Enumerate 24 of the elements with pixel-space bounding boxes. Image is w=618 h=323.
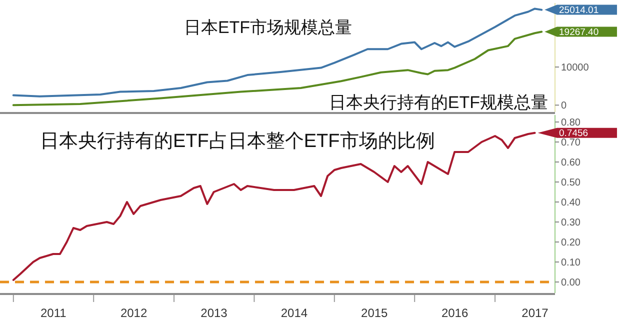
x-tick-label: 2017 xyxy=(522,306,549,320)
annotation: 0.7456 xyxy=(559,128,588,140)
x-tick-label: 2014 xyxy=(280,306,308,320)
x-tick-label: 2012 xyxy=(120,306,148,320)
y-tick-label: 0.20 xyxy=(561,238,581,248)
series-label: 日本央行持有的ETF规模总量 xyxy=(328,93,548,112)
y-tick-label: 0.70 xyxy=(561,138,581,148)
y-tick-label: 0.00 xyxy=(561,278,581,288)
y-tick-label: 0.60 xyxy=(561,158,581,168)
y-tick-label: 0.10 xyxy=(561,258,581,268)
y-tick-label: 0.30 xyxy=(561,218,581,228)
y-tick-label: 0.50 xyxy=(561,178,581,188)
x-tick-label: 2016 xyxy=(441,306,468,320)
y-tick-label: 0 xyxy=(561,100,567,112)
x-tick-label: 2013 xyxy=(200,306,228,320)
annotation: 25014.01 xyxy=(559,5,599,16)
y-tick-label: 0.80 xyxy=(561,118,581,128)
x-tick-label: 2015 xyxy=(361,306,388,320)
y-tick-label: 10000 xyxy=(561,62,590,74)
text: 日本央行持有的ETF占日本整个ETF市场的比例 xyxy=(40,130,435,152)
series-label: 日本ETF市场规模总量 xyxy=(184,18,352,37)
x-tick-label: 2011 xyxy=(40,306,67,320)
annotation: 19267.40 xyxy=(559,27,599,38)
y-tick-label: 0.40 xyxy=(561,198,581,208)
